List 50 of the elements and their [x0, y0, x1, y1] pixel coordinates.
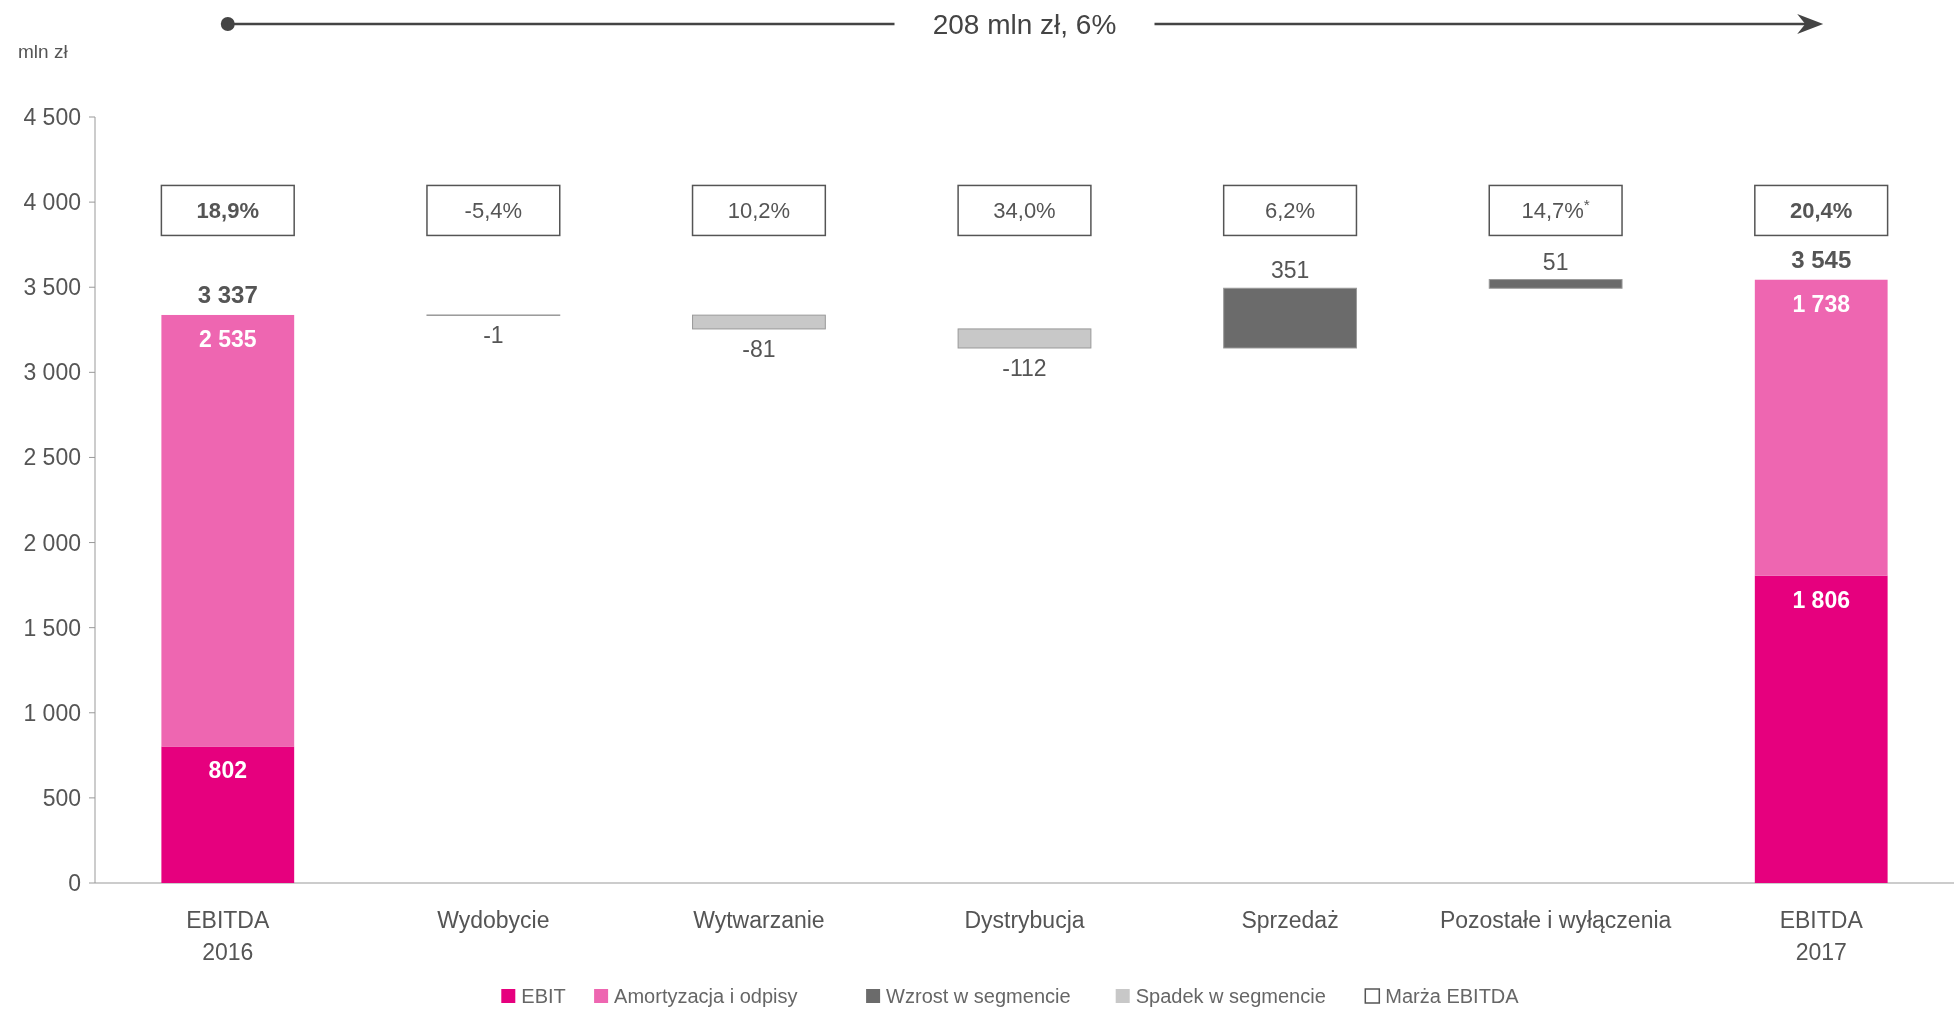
bar [161, 746, 295, 883]
total-label: 3 545 [1791, 245, 1852, 273]
legend-label: EBIT [521, 985, 566, 1007]
y-tick-label: 3 000 [23, 359, 81, 386]
text: 20,4% [1790, 198, 1853, 224]
text: -5,4% [464, 198, 523, 224]
legend-label: Spadek w segmencie [1135, 985, 1326, 1007]
y-tick-label: 4 500 [23, 104, 81, 130]
data-label: 802 [208, 757, 247, 784]
legend-label: Wzrost w segmencie [886, 985, 1071, 1007]
x-tick-label: Pozostałe i wyłączenia [1439, 907, 1672, 933]
y-axis-title: mln zł [18, 41, 69, 62]
bar [1488, 279, 1623, 289]
data-label: 351 [1270, 257, 1310, 284]
y-tick-label: 3 500 [23, 274, 81, 301]
y-tick-label: 500 [42, 784, 81, 811]
text: 34,0% [993, 198, 1056, 224]
text: 6,2% [1264, 198, 1316, 224]
bar [692, 314, 826, 330]
y-tick-label: 1 500 [23, 614, 81, 641]
x-tick-label: Wydobycie [437, 907, 550, 933]
data-label: -112 [1002, 354, 1047, 381]
text: 14,7%$^{*}$ [1521, 195, 1590, 224]
bar [1754, 575, 1888, 883]
y-tick-label: 2 000 [23, 529, 81, 556]
text: 18,9% [196, 198, 259, 224]
bar [1223, 287, 1357, 349]
text: 10,2% [727, 198, 791, 224]
data-label: -81 [742, 335, 776, 362]
x-tick-label: EBITDA 2017 [1779, 907, 1864, 965]
y-tick-label: 0 [68, 870, 81, 896]
legend-label: Amortyzacja i odpisy [614, 985, 798, 1007]
data-label: 1 806 [1792, 586, 1850, 613]
data-label: 2 535 [199, 325, 257, 352]
bar [161, 314, 295, 747]
y-tick-label: 4 000 [23, 189, 81, 216]
total-label: 3 337 [197, 280, 258, 308]
data-label: 51 [1542, 248, 1569, 275]
bar [957, 328, 1092, 349]
x-tick-label: Sprzedaż [1241, 907, 1339, 933]
y-tick-label: 1 000 [23, 699, 81, 726]
text: 208 mln zł, 6% [932, 9, 1117, 40]
bar [1754, 279, 1888, 576]
x-tick-label: Wytwarzanie [693, 907, 825, 933]
x-tick-label: EBITDA 2016 [186, 907, 270, 965]
data-label: 1 738 [1792, 290, 1851, 317]
data-label: -1 [483, 322, 504, 349]
y-tick-label: 2 500 [23, 444, 81, 471]
x-tick-label: Dystrybucja [964, 907, 1085, 933]
legend-label: Marża EBITDA [1385, 985, 1520, 1007]
